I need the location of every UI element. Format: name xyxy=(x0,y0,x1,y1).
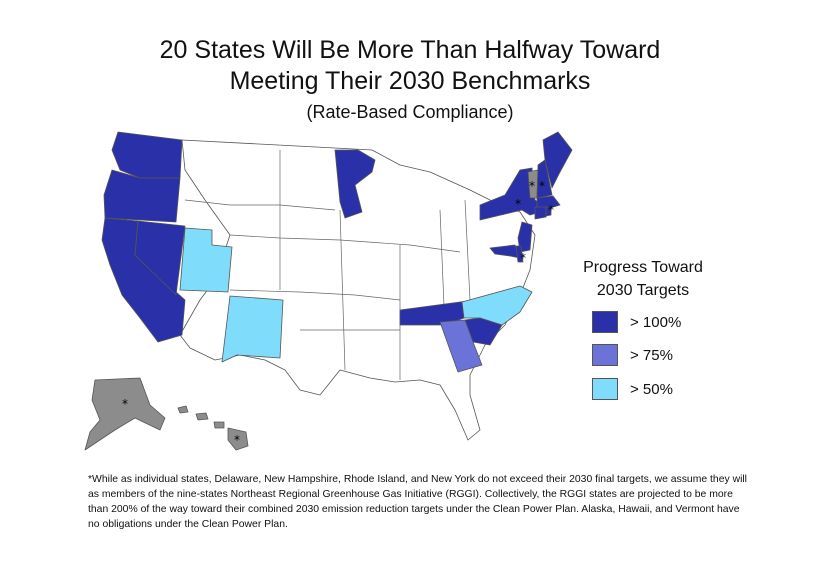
state-massachusetts xyxy=(536,195,561,209)
state-new-hampshire xyxy=(536,159,553,199)
legend-item-over-100: > 100% xyxy=(592,311,681,333)
state-connecticut xyxy=(534,206,547,220)
map-title-line-1: 20 States Will Be More Than Halfway Towa… xyxy=(159,36,661,64)
state-borders xyxy=(184,150,471,380)
asterisk-delaware: * xyxy=(520,251,526,265)
legend-label: > 100% xyxy=(630,313,682,331)
legend-swatch xyxy=(592,311,618,333)
state-rhode-island xyxy=(545,206,552,217)
state-maryland xyxy=(489,244,521,259)
state-nevada xyxy=(134,220,186,296)
footnote: *While as individual states, Delaware, N… xyxy=(88,474,747,530)
state-minnesota xyxy=(334,149,376,219)
legend-swatch xyxy=(592,378,618,400)
asterisk-new-hampshire: * xyxy=(539,179,545,193)
state-alaska xyxy=(84,377,166,451)
state-north-carolina xyxy=(461,285,533,326)
state-new-mexico xyxy=(221,295,284,363)
asterisk-markers: * * * * * * * xyxy=(122,179,554,447)
asterisk-rhode-island: * xyxy=(548,203,554,217)
legend-label: > 75% xyxy=(630,346,673,364)
state-oregon xyxy=(103,169,181,223)
asterisk-new-york: * xyxy=(515,197,521,211)
state-hawaii xyxy=(177,405,249,451)
legend-title-line-2: 2030 Targets xyxy=(596,282,690,299)
asterisk-alaska: * xyxy=(122,397,128,411)
asterisk-vermont: * xyxy=(529,179,535,193)
state-georgia xyxy=(439,319,483,373)
legend-item-over-75: > 75% xyxy=(592,344,673,366)
legend-title-line-1: Progress Toward xyxy=(583,259,703,276)
asterisk-hawaii: * xyxy=(234,433,240,447)
legend-swatch xyxy=(592,344,618,366)
state-washington xyxy=(111,131,183,179)
state-maine xyxy=(542,131,573,189)
state-delaware xyxy=(515,245,524,263)
map-title-line-2: Meeting Their 2030 Benchmarks xyxy=(229,67,591,95)
legend-label: > 50% xyxy=(630,380,673,398)
map-subtitle: (Rate-Based Compliance) xyxy=(306,102,514,122)
state-utah xyxy=(179,227,233,293)
state-new-jersey xyxy=(517,221,533,253)
legend-item-over-50: > 50% xyxy=(592,378,673,400)
